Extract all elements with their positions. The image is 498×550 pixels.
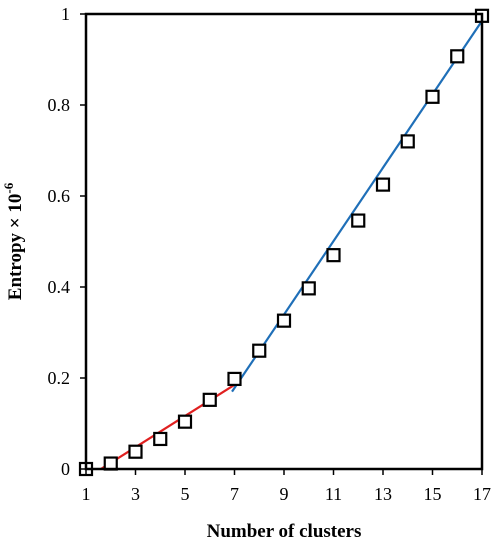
x-axis-ticks: 1 3 5 7 9 11 13 15 17 bbox=[82, 469, 491, 504]
x-tick-label: 11 bbox=[325, 484, 342, 504]
fit-lines bbox=[100, 20, 483, 470]
data-point bbox=[375, 177, 391, 192]
fit-line-2 bbox=[231, 20, 483, 393]
data-point bbox=[326, 248, 341, 263]
x-tick-label: 13 bbox=[374, 484, 392, 504]
y-axis-ticks: 0 0.2 0.4 0.6 0.8 1 bbox=[48, 4, 86, 479]
data-point bbox=[177, 414, 193, 429]
y-axis-title-exponent: -6 bbox=[1, 182, 16, 193]
data-point bbox=[103, 456, 118, 471]
y-axis-title-main: Entropy × 10 bbox=[5, 194, 26, 301]
data-markers bbox=[78, 8, 490, 477]
data-point bbox=[252, 343, 267, 358]
data-point bbox=[301, 281, 316, 296]
y-tick-label: 0.6 bbox=[48, 186, 71, 206]
data-point bbox=[450, 49, 465, 64]
data-point bbox=[276, 313, 292, 328]
data-point bbox=[400, 134, 415, 149]
y-tick-label: 0 bbox=[61, 459, 70, 479]
x-tick-label: 15 bbox=[424, 484, 442, 504]
x-tick-label: 5 bbox=[181, 484, 190, 504]
data-point bbox=[153, 431, 168, 447]
data-point bbox=[202, 392, 217, 407]
y-tick-label: 0.8 bbox=[48, 95, 71, 115]
x-tick-label: 7 bbox=[230, 484, 239, 504]
x-tick-label: 17 bbox=[473, 484, 491, 504]
x-axis-title: Number of clusters bbox=[207, 521, 362, 542]
x-tick-label: 1 bbox=[82, 484, 91, 504]
data-point bbox=[128, 444, 143, 459]
y-axis-title: Entropy × 10-6 bbox=[1, 182, 26, 300]
plot-area-frame bbox=[84, 12, 484, 471]
x-tick-label: 9 bbox=[280, 484, 289, 504]
x-tick-label: 3 bbox=[131, 484, 140, 504]
y-tick-label: 0.4 bbox=[48, 277, 71, 297]
y-tick-label: 1 bbox=[61, 4, 70, 24]
data-point bbox=[227, 371, 242, 387]
y-tick-label: 0.2 bbox=[48, 368, 71, 388]
data-point bbox=[351, 213, 366, 228]
data-point bbox=[425, 89, 440, 104]
